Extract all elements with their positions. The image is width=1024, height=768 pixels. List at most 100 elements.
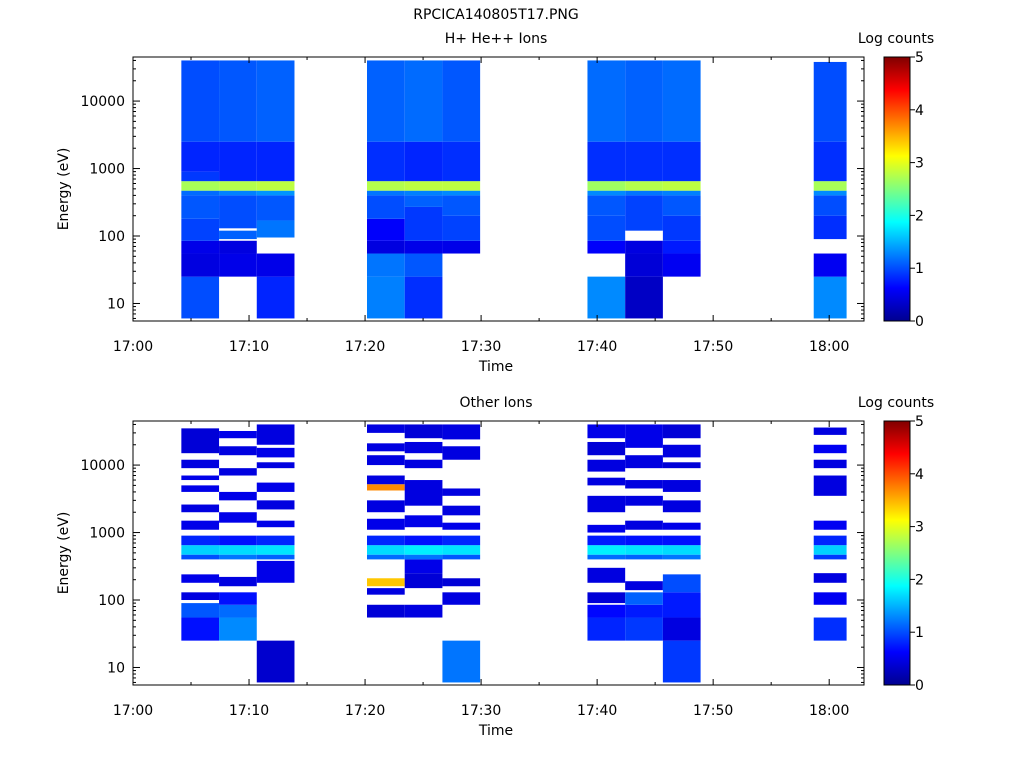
heatmap-cell — [404, 141, 443, 182]
heatmap-cell — [404, 190, 443, 196]
heatmap-cell — [181, 603, 220, 618]
heatmap-cell — [625, 581, 663, 591]
heatmap-cell — [367, 240, 405, 254]
heatmap-cell — [404, 253, 443, 277]
heatmap-cell — [442, 195, 481, 216]
heatmap-cells — [181, 60, 847, 319]
x-tick-label: 17:10 — [229, 703, 269, 719]
heatmap-cell — [587, 592, 626, 604]
heatmap-cell — [367, 455, 405, 466]
x-tick-label: 17:20 — [345, 703, 385, 719]
heatmap-cell — [181, 195, 220, 219]
heatmap-cell — [404, 60, 443, 142]
heatmap-cell — [219, 592, 257, 605]
heatmap-cell — [181, 218, 220, 241]
axis-ticks: 17:00 17:10 17:20 17:30 17:40 17:50 18:00 10 100… — [80, 421, 864, 719]
heatmap-cell — [813, 554, 847, 560]
heatmap-cell — [404, 276, 443, 319]
heatmap-cell — [256, 195, 295, 221]
heatmap-cell — [587, 215, 626, 241]
heatmap-cell — [181, 60, 220, 142]
heatmap-cell — [181, 520, 220, 530]
heatmap-cell — [662, 444, 701, 458]
heatmap-cell — [662, 181, 701, 191]
heatmap-cell — [625, 604, 663, 618]
panel-title: H+ He++ Ions — [445, 31, 548, 47]
colorbar-label: Log counts — [858, 395, 934, 411]
heatmap-cell — [625, 520, 663, 530]
heatmap-cell — [587, 495, 626, 513]
heatmap-cell — [662, 462, 701, 469]
heatmap-cell — [181, 181, 220, 191]
heatmap-cell — [813, 190, 847, 196]
heatmap-cell — [625, 545, 663, 555]
heatmap-cell — [219, 430, 257, 439]
heatmap-cell — [256, 560, 295, 583]
heatmap-cell — [662, 190, 701, 196]
heatmap-cell — [813, 535, 847, 546]
panel-h-he-ions: H+ He++ Ions Log counts Time Energy (eV)… — [56, 31, 934, 375]
x-tick-label: 17:30 — [461, 703, 501, 719]
heatmap-cell — [625, 424, 663, 448]
heatmap-cell — [367, 500, 405, 513]
heatmap-cell — [442, 424, 481, 440]
heatmap-cell — [367, 518, 405, 530]
heatmap-cell — [813, 181, 847, 191]
heatmap-cell — [256, 500, 295, 510]
heatmap-cell — [813, 459, 847, 469]
heatmap-cell — [662, 215, 701, 241]
heatmap-cell — [404, 206, 443, 241]
heatmap-cell — [404, 424, 443, 439]
colorbar-tick-label: 2 — [915, 208, 924, 224]
heatmap-cell — [442, 522, 481, 530]
heatmap-cell — [662, 480, 701, 492]
y-axis-label: Energy (eV) — [56, 512, 72, 595]
heatmap-cell — [219, 576, 257, 587]
heatmap-cell — [367, 545, 405, 555]
heatmap-cell — [813, 61, 847, 142]
colorbar-tick-label: 1 — [915, 261, 924, 277]
panel-title: Other Ions — [459, 395, 532, 411]
heatmap-cell — [662, 617, 701, 641]
x-tick-label: 17:10 — [229, 339, 269, 355]
colorbar-ticks: 0 1 2 3 4 5 — [910, 414, 924, 694]
heatmap-cell — [404, 559, 443, 574]
heatmap-cell — [404, 515, 443, 528]
heatmap-cell — [625, 535, 663, 546]
heatmap-cells — [181, 424, 847, 683]
heatmap-cell — [662, 240, 701, 254]
heatmap-cell — [813, 617, 847, 641]
colorbar-tick-label: 3 — [915, 520, 924, 536]
heatmap-cell — [181, 459, 220, 469]
heatmap-cell — [442, 190, 481, 196]
colorbar-tick-label: 4 — [915, 103, 924, 119]
heatmap-cell — [256, 253, 295, 277]
heatmap-cell — [813, 427, 847, 435]
heatmap-cell — [367, 195, 405, 219]
colorbar — [883, 420, 911, 686]
heatmap-cell — [367, 484, 405, 491]
heatmap-cell — [587, 424, 626, 439]
heatmap-cell — [404, 573, 443, 589]
heatmap-cell — [625, 554, 663, 560]
heatmap-cell — [256, 276, 295, 319]
heatmap-cell — [404, 535, 443, 546]
y-tick-label: 100 — [98, 229, 125, 245]
heatmap-cell — [404, 554, 443, 560]
colorbar-tick-label: 5 — [915, 50, 924, 66]
heatmap-cell — [662, 522, 701, 530]
heatmap-cell — [181, 485, 220, 492]
heatmap-cell — [181, 617, 220, 641]
heatmap-cell — [662, 535, 701, 546]
heatmap-cell — [662, 554, 701, 560]
heatmap-cell — [181, 428, 220, 454]
heatmap-cell — [813, 573, 847, 583]
heatmap-cell — [625, 480, 663, 489]
y-tick-label: 1000 — [89, 162, 125, 178]
heatmap-cell — [587, 604, 626, 618]
heatmap-cell — [813, 520, 847, 530]
heatmap-cell — [404, 459, 443, 469]
heatmap-cell — [367, 554, 405, 560]
heatmap-cell — [442, 240, 481, 254]
heatmap-cell — [587, 617, 626, 641]
